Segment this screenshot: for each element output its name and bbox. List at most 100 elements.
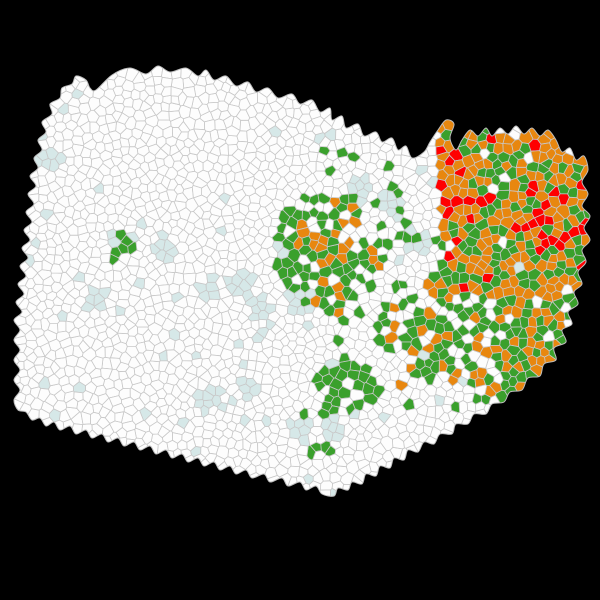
commune-cell [266, 110, 280, 124]
commune-cell [265, 318, 276, 330]
commune-cell [99, 230, 109, 241]
commune-cell [520, 358, 532, 372]
commune-cell [59, 260, 71, 273]
commune-cell [486, 203, 497, 217]
commune-cell [233, 338, 244, 349]
commune-cell [85, 263, 99, 276]
commune-cell [101, 397, 114, 411]
commune-cell [395, 288, 408, 299]
commune-cell [125, 366, 136, 379]
commune-cell [118, 194, 132, 207]
commune-cell [523, 151, 534, 165]
commune-cell [206, 298, 220, 309]
commune-cell [205, 452, 218, 466]
commune-cell [338, 360, 352, 373]
commune-cell [266, 135, 278, 147]
commune-cell [337, 342, 351, 354]
commune-cell [147, 181, 157, 194]
commune-cell [183, 344, 196, 355]
commune-cell [42, 200, 55, 211]
commune-cell [313, 346, 327, 356]
commune-cell [413, 275, 425, 291]
commune-cell [307, 151, 319, 162]
commune-cell [510, 326, 523, 337]
commune-cell [299, 144, 310, 156]
commune-cell [472, 264, 485, 277]
commune-cell [121, 89, 132, 100]
commune-cell [493, 372, 504, 385]
commune-cell [547, 254, 558, 264]
commune-cell [279, 455, 292, 470]
commune-cell [182, 86, 197, 98]
commune-cell [542, 268, 556, 281]
commune-cell [227, 144, 239, 156]
commune-cell [378, 176, 391, 190]
commune-cell [128, 285, 143, 298]
commune-cell [110, 333, 122, 347]
commune-cell [371, 428, 384, 440]
commune-cell [251, 342, 264, 353]
commune-cell [65, 320, 76, 334]
commune-cell [44, 170, 57, 185]
commune-cell [94, 316, 106, 327]
commune-cell [527, 315, 538, 328]
commune-cell [241, 169, 255, 181]
commune-cell [75, 355, 89, 370]
commune-cell [194, 271, 208, 285]
commune-cell [193, 128, 207, 140]
commune-cell [156, 413, 169, 426]
commune-cell [518, 337, 528, 350]
commune-cell [541, 290, 554, 303]
commune-cell [218, 192, 231, 205]
commune-cell [540, 198, 552, 212]
commune-cell [124, 198, 137, 212]
commune-cell [233, 439, 244, 452]
commune-cell [342, 446, 356, 456]
commune-cell [252, 412, 265, 422]
commune-cell [188, 143, 201, 156]
commune-cell [294, 173, 307, 186]
commune-cell [311, 361, 326, 373]
commune-cell [353, 450, 366, 463]
commune-cell [173, 323, 187, 333]
commune-cell [233, 188, 247, 203]
commune-cell [473, 212, 485, 225]
commune-cell [477, 139, 489, 150]
commune-cell [506, 265, 517, 277]
commune-cell [96, 416, 111, 430]
commune-cell [458, 178, 470, 190]
commune-cell [497, 236, 508, 249]
commune-cell [57, 320, 67, 333]
commune-cell [457, 226, 469, 241]
commune-cell [343, 235, 355, 250]
commune-cell [285, 126, 300, 138]
commune-cell [367, 255, 379, 265]
commune-cell [476, 167, 487, 178]
commune-cell [469, 369, 479, 381]
commune-cell [312, 470, 324, 485]
commune-cell [379, 326, 393, 337]
commune-cell [385, 149, 396, 162]
commune-cell [349, 388, 365, 402]
commune-cell [63, 205, 76, 219]
commune-cell [202, 421, 217, 432]
commune-cell [256, 326, 270, 339]
commune-cell [133, 298, 147, 312]
commune-cell [170, 95, 180, 106]
commune-cell [418, 245, 431, 257]
commune-cell [434, 276, 448, 290]
commune-cell [347, 369, 360, 381]
commune-cell [158, 360, 170, 372]
commune-cell [507, 244, 520, 256]
commune-cell [206, 102, 219, 113]
commune-cell [78, 339, 91, 354]
commune-cell [73, 280, 87, 292]
commune-cell [420, 261, 430, 273]
commune-cell [331, 280, 345, 293]
commune-cell [46, 313, 60, 324]
commune-cell [264, 201, 277, 215]
commune-cell [41, 259, 53, 272]
commune-cell [64, 174, 76, 187]
commune-cell [93, 292, 106, 307]
commune-cell [174, 261, 187, 275]
